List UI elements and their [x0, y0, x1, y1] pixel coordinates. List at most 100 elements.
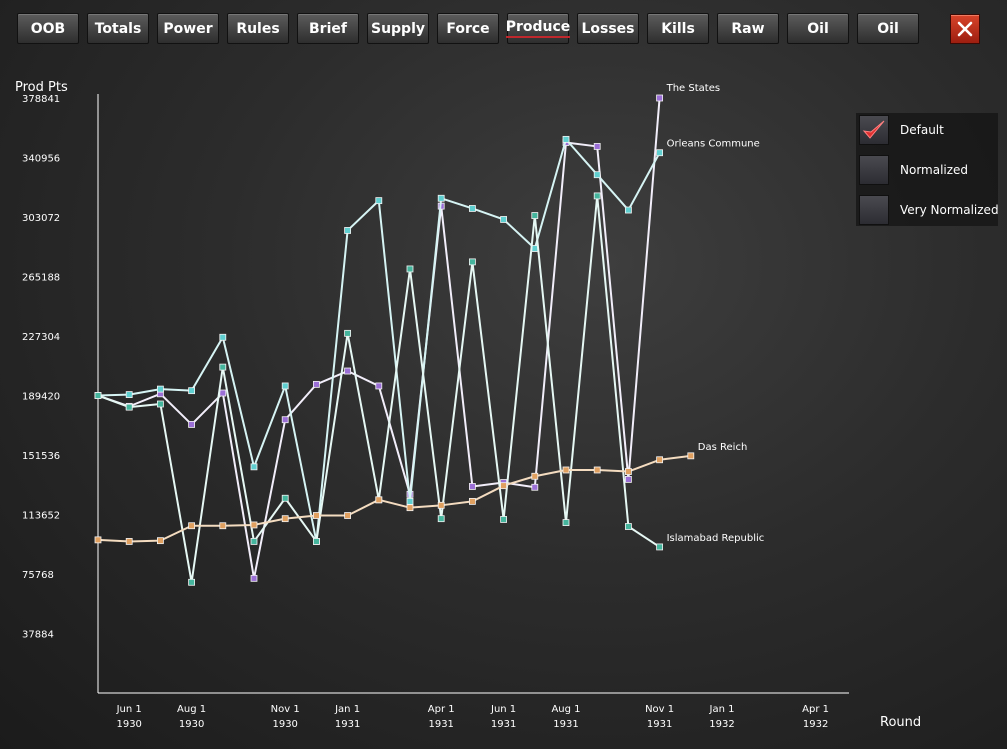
y-tick-label: 75768 — [22, 570, 54, 581]
series-orleans-commune: Orleans Commune — [94, 135, 760, 545]
data-point — [281, 494, 289, 502]
data-point — [94, 536, 102, 544]
tab-produce[interactable]: Produce — [505, 13, 571, 44]
tab-losses[interactable]: Losses — [577, 13, 639, 44]
x-tick-label: 1931 — [553, 719, 578, 730]
tab-oil-1[interactable]: Oil — [787, 13, 849, 44]
tab-brief[interactable]: Brief — [297, 13, 359, 44]
tab-raw[interactable]: Raw — [717, 13, 779, 44]
option-default[interactable]: Default — [859, 113, 995, 147]
close-button[interactable] — [950, 14, 980, 44]
tab-label: Kills — [661, 20, 695, 37]
option-label: Normalized — [900, 163, 969, 177]
x-tick-labels: Jun 1 1930 Aug 1 1930 Nov 1 1930 Jan 1 1931 Apr … — [116, 704, 829, 730]
y-tick-label: 37884 — [22, 630, 54, 641]
data-point — [656, 94, 663, 102]
data-point — [593, 466, 601, 474]
data-point — [312, 380, 320, 388]
data-point — [281, 416, 289, 424]
series-line — [97, 454, 691, 543]
option-label: Default — [900, 123, 944, 137]
tab-force[interactable]: Force — [437, 13, 499, 44]
data-point — [156, 400, 164, 408]
data-point — [188, 421, 196, 428]
checkbox-normalized[interactable] — [859, 155, 889, 185]
x-tick-label: 1932 — [709, 719, 734, 730]
option-very-normalized[interactable]: Very Normalized — [859, 193, 999, 227]
x-tick-label: 1931 — [335, 719, 360, 730]
data-point — [219, 522, 227, 530]
tab-label: OOB — [30, 20, 66, 37]
x-tick-label: Jan 1 — [709, 704, 735, 715]
production-line-chart: Prod Pts Round 37884 75768 113652 151536 189… — [15, 80, 921, 730]
data-point — [500, 216, 508, 223]
tab-label: Losses — [581, 20, 635, 37]
tab-label: Force — [446, 20, 490, 37]
series-group: The States Orleans Commune Islamabad Repub… — [94, 83, 764, 586]
x-tick-label: Jun 1 — [490, 704, 516, 715]
y-tick-label: 340956 — [22, 154, 60, 165]
data-point — [468, 205, 476, 212]
series-label: The States — [666, 83, 720, 94]
data-point — [468, 497, 476, 505]
tab-label: Raw — [731, 20, 765, 37]
x-tick-label: Aug 1 — [177, 704, 206, 715]
checkbox-very-normalized[interactable] — [859, 195, 889, 225]
x-axis-label: Round — [880, 715, 921, 730]
y-tick-label: 265188 — [22, 273, 60, 284]
tab-label: Totals — [94, 20, 142, 37]
data-point — [406, 504, 414, 512]
data-point — [250, 463, 258, 471]
data-point — [593, 171, 601, 179]
data-point — [406, 497, 414, 505]
data-point — [656, 456, 663, 464]
data-point — [375, 382, 383, 390]
series-line — [97, 97, 661, 580]
data-point — [531, 472, 539, 480]
data-point — [94, 392, 102, 399]
x-tick-label: Apr 1 — [802, 704, 829, 715]
y-tick-labels: 37884 75768 113652 151536 189420 227304 265188… — [22, 94, 60, 641]
data-point — [344, 329, 352, 337]
data-point — [500, 516, 508, 523]
data-point — [468, 483, 476, 490]
x-tick-label: Apr 1 — [428, 704, 455, 715]
data-point — [156, 385, 164, 393]
x-tick-label: Nov 1 — [645, 704, 674, 715]
y-axis-label: Prod Pts — [15, 80, 68, 95]
tab-power[interactable]: Power — [157, 13, 219, 44]
tab-oil-2[interactable]: Oil — [857, 13, 919, 44]
data-point — [531, 212, 539, 219]
data-point — [344, 512, 352, 519]
x-tick-label: 1930 — [272, 719, 297, 730]
tab-kills[interactable]: Kills — [647, 13, 709, 44]
x-tick-label: 1930 — [179, 719, 204, 730]
y-tick-label: 151536 — [22, 451, 60, 462]
data-point — [312, 512, 320, 519]
tab-bar: OOB Totals Power Rules Brief Supply Forc… — [0, 0, 1007, 60]
x-tick-label: Jun 1 — [116, 704, 142, 715]
checkbox-default[interactable] — [859, 115, 889, 145]
data-point — [375, 197, 383, 205]
data-point — [219, 333, 227, 341]
data-point — [531, 245, 539, 252]
x-tick-label: Jan 1 — [334, 704, 360, 715]
y-tick-label: 303072 — [22, 213, 60, 224]
series-das-reich: Das Reich — [94, 442, 747, 545]
y-tick-label: 189420 — [22, 392, 60, 403]
tab-supply[interactable]: Supply — [367, 13, 429, 44]
x-tick-label: 1930 — [116, 719, 141, 730]
series-label: Orleans Commune — [667, 139, 760, 150]
tab-totals[interactable]: Totals — [87, 13, 149, 44]
data-point — [562, 519, 570, 526]
data-point — [375, 496, 383, 504]
data-point — [312, 538, 320, 545]
tab-rules[interactable]: Rules — [227, 13, 289, 44]
tab-oob[interactable]: OOB — [17, 13, 79, 44]
data-point — [250, 521, 258, 529]
view-options-panel: Default Normalized Very Normalized — [856, 113, 999, 227]
check-icon — [862, 120, 885, 139]
data-point — [281, 382, 289, 390]
y-tick-label: 378841 — [22, 94, 60, 105]
option-normalized[interactable]: Normalized — [859, 153, 995, 187]
